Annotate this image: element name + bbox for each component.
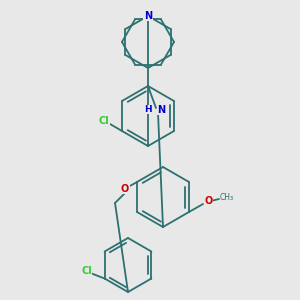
Text: N: N bbox=[157, 105, 165, 115]
Text: N: N bbox=[144, 11, 152, 21]
Text: Cl: Cl bbox=[99, 116, 110, 126]
Text: H: H bbox=[144, 104, 152, 113]
Text: CH₃: CH₃ bbox=[220, 194, 234, 202]
Text: O: O bbox=[205, 196, 213, 206]
Text: O: O bbox=[121, 184, 129, 194]
Text: Cl: Cl bbox=[81, 266, 92, 275]
